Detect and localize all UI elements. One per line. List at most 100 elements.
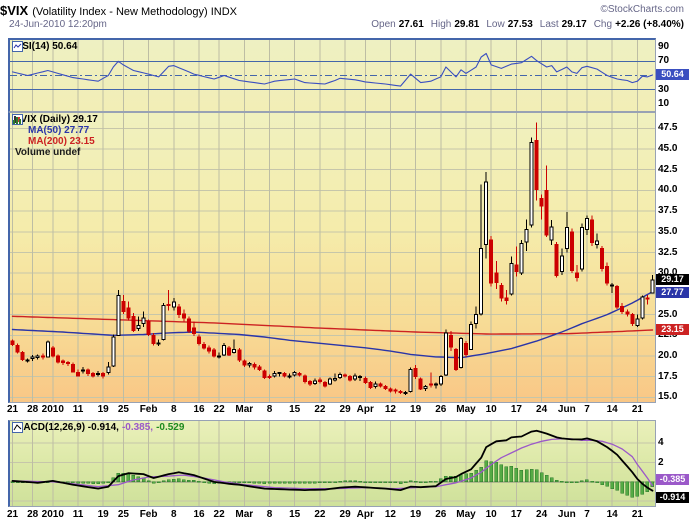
candle-body — [428, 383, 433, 386]
candle-body — [86, 369, 91, 374]
candle-body — [10, 340, 15, 345]
candle-body — [443, 332, 448, 376]
macd-histogram-bar — [282, 481, 287, 484]
date-tick-label: 21 — [631, 509, 643, 520]
rsi-legend: RSI(14) 50.64 — [12, 41, 77, 52]
macd-histogram-bar — [262, 481, 267, 485]
macd-histogram-bar — [267, 481, 272, 484]
candle-body — [479, 247, 484, 315]
macd-histogram-bar — [86, 481, 90, 484]
candle-body — [368, 382, 373, 389]
macd-histogram-bar — [348, 480, 352, 483]
date-tick-label: 12 — [384, 509, 396, 520]
candle-body — [484, 181, 489, 245]
rsi-legend-label: RSI(14) 50.64 — [15, 41, 78, 52]
date-axis-bottom: 21 28 2010 11 19 25 Feb 8 16 22 Mar 8 15 22 29 Apr 12 19 2… — [7, 509, 684, 522]
candle-body — [282, 372, 287, 377]
macd-histogram-bar — [81, 481, 85, 484]
macd-histogram-bar — [328, 481, 332, 484]
macd-histogram-bar — [494, 461, 499, 483]
macd-histogram-bar — [560, 481, 564, 483]
date-tick-label: 19 — [97, 404, 109, 415]
rsi-axis-label: 70 — [658, 55, 670, 67]
candle-body — [353, 375, 358, 380]
date-tick-label: 28 — [27, 509, 39, 520]
candle-body — [297, 372, 302, 376]
macd-histogram-bar — [207, 481, 211, 484]
candle-body — [277, 372, 282, 375]
candle-body — [559, 255, 564, 273]
candle-body — [287, 375, 292, 378]
candle-body — [464, 343, 469, 355]
macd-histogram-bar — [91, 481, 95, 484]
chg-label: Chg — [593, 19, 613, 30]
macd-histogram-bar — [333, 481, 337, 483]
macd-histogram-bar — [247, 481, 252, 484]
rsi-plot — [10, 40, 655, 111]
price-axis-label: 42.5 — [658, 163, 678, 175]
candle-body — [111, 336, 116, 367]
candle-body — [529, 141, 534, 226]
macd-histogram-bar — [499, 464, 504, 483]
candle-body — [610, 284, 615, 287]
high-value: 29.81 — [454, 19, 480, 30]
candle-body — [453, 348, 458, 370]
candle-body — [166, 304, 171, 307]
date-tick-label: 15 — [289, 509, 301, 520]
date-tick-label: 8 — [266, 509, 273, 520]
macd-histogram-bar — [166, 479, 171, 483]
candle-body — [207, 347, 212, 352]
last-value: 29.17 — [561, 19, 587, 30]
macd-histogram-bar — [479, 467, 483, 483]
candle-body — [645, 297, 650, 300]
macd-histogram-bar — [237, 481, 242, 484]
candle-body — [176, 306, 181, 316]
candle-body — [55, 355, 60, 363]
macd-histogram-bar — [131, 475, 136, 483]
macd-signal-badge: -0.385 — [656, 473, 689, 485]
candle-body — [131, 315, 136, 331]
macd-histogram-bar — [464, 473, 468, 483]
macd-histogram-bar — [297, 481, 302, 484]
macd-histogram-bar — [539, 472, 544, 483]
candle-body — [171, 301, 176, 308]
macd-value-badge: -0.914 — [656, 491, 689, 503]
ma200-badge: 23.15 — [656, 324, 689, 335]
macd-histogram-bar — [197, 481, 201, 483]
date-tick-label: 25 — [117, 404, 129, 415]
rsi-panel: RSI(14) 50.64 — [8, 38, 656, 112]
candle-body — [504, 297, 509, 302]
candle-body — [25, 359, 30, 362]
date-tick-label: 14 — [606, 509, 618, 520]
macd-histogram-bar — [418, 481, 423, 483]
macd-histogram-bar — [630, 481, 635, 498]
candle-body — [76, 372, 81, 377]
date-tick-label: 10 — [485, 404, 497, 415]
candle-body — [605, 266, 610, 284]
candle-body — [101, 372, 106, 377]
date-tick-label: 16 — [193, 509, 205, 520]
candle-body — [524, 228, 529, 243]
candle-body — [116, 295, 121, 336]
macd-histogram-bar — [484, 460, 488, 483]
macd-histogram-bar — [489, 461, 493, 483]
candle-body — [549, 226, 554, 241]
candle-body — [554, 243, 559, 277]
candle-body — [126, 307, 131, 319]
macd-histogram-bar — [151, 481, 156, 484]
candle-body — [398, 391, 403, 394]
macd-histogram-bar — [383, 481, 388, 484]
date-tick-label: 12 — [384, 404, 396, 415]
date-tick-label: 21 — [631, 404, 643, 415]
price-axis-label: 45.0 — [658, 143, 678, 154]
candle-body — [423, 386, 428, 389]
chart-header: $VIX (Volatility Index - New Methodology)… — [0, 2, 691, 36]
macd-line — [11, 429, 654, 492]
candle-body — [579, 227, 584, 270]
macd-histogram-bar — [635, 481, 640, 497]
macd-histogram-bar — [605, 481, 609, 487]
date-tick-label: 24 — [536, 404, 548, 415]
macd-histogram-bar — [575, 481, 579, 483]
candle-body — [70, 363, 75, 373]
candle-body — [635, 318, 640, 326]
